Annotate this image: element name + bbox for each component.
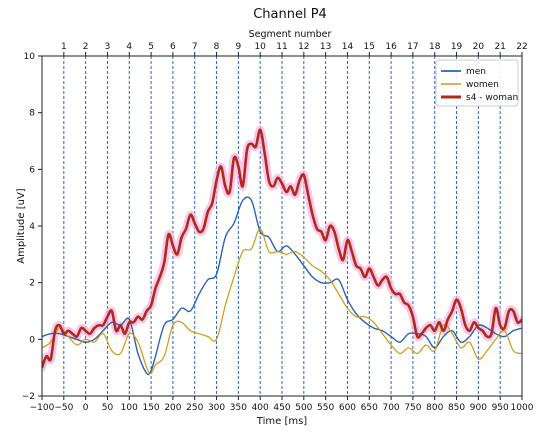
x-tick-label: 850 <box>448 403 465 413</box>
x-tick-label: 650 <box>361 403 378 413</box>
y-tick-label: 2 <box>29 279 35 289</box>
x-tick-label: 200 <box>164 403 181 413</box>
x-tick-label: 350 <box>230 403 247 413</box>
segment-number-label: 18 <box>429 42 441 52</box>
x-tick-label: 400 <box>252 403 269 413</box>
x-tick-label: 800 <box>426 403 443 413</box>
x-tick-label: 700 <box>382 403 399 413</box>
segment-number-label: 19 <box>451 42 463 52</box>
x-tick-label: 450 <box>273 403 290 413</box>
legend-label-men: men <box>466 67 486 77</box>
series-line-women <box>42 228 522 375</box>
segment-number-label: 4 <box>126 42 132 52</box>
x-axis-label: Time [ms] <box>256 416 308 427</box>
segment-number-label: 8 <box>214 42 220 52</box>
legend-label-s4: s4 - woman <box>466 93 518 103</box>
chart-title: Channel P4 <box>253 7 327 22</box>
x-axis: −100 −50 0 50 100 150 200 250 300 350 400 450 500 550… <box>30 396 534 413</box>
y-tick-label: 4 <box>29 222 35 232</box>
segment-number-label: 1 <box>61 42 67 52</box>
x-tick-label: 1000 <box>511 403 534 413</box>
x-tick-label: 300 <box>208 403 225 413</box>
segment-number-label: 11 <box>276 42 287 52</box>
y-tick-label: 0 <box>29 335 35 345</box>
x-tick-label: 500 <box>295 403 312 413</box>
top-axis: 1 2 3 4 5 6 7 8 9 10 11 12 13 14 15 16 17 18 19 20 21 22 <box>61 42 528 56</box>
segment-number-label: 16 <box>385 42 397 52</box>
segment-number-label: 9 <box>235 42 241 52</box>
y-tick-label: 8 <box>29 109 35 119</box>
x-tick-label: −100 <box>30 403 55 413</box>
segment-number-label: 7 <box>192 42 198 52</box>
x-tick-label: 950 <box>492 403 509 413</box>
legend-label-women: women <box>466 80 499 90</box>
segment-number-label: 3 <box>105 42 111 52</box>
y-tick-label: −2 <box>22 392 35 402</box>
x-tick-label: 550 <box>317 403 334 413</box>
y-tick-label: 6 <box>29 165 35 175</box>
y-tick-label: 10 <box>24 52 36 62</box>
x-tick-label: 750 <box>404 403 421 413</box>
segment-number-label: 2 <box>83 42 89 52</box>
x-tick-label: 0 <box>83 403 89 413</box>
segment-number-label: 12 <box>298 42 309 52</box>
legend: men women s4 - woman <box>435 59 519 107</box>
y-axis: −2 0 2 4 6 8 10 <box>22 52 42 402</box>
segment-number-label: 15 <box>364 42 375 52</box>
segment-lines <box>63 56 501 396</box>
x-tick-label: 100 <box>121 403 138 413</box>
x-tick-label: 50 <box>102 403 114 413</box>
series-line-s4 <box>42 128 522 369</box>
segment-number-label: 21 <box>494 42 505 52</box>
top-axis-label: Segment number <box>249 29 332 40</box>
x-tick-label: −50 <box>54 403 73 413</box>
x-tick-label: 600 <box>339 403 356 413</box>
y-axis-label: Amplitude [uV] <box>16 188 27 264</box>
segment-number-label: 6 <box>170 42 176 52</box>
segment-number-label: 5 <box>148 42 154 52</box>
segment-number-label: 10 <box>254 42 266 52</box>
x-tick-label: 900 <box>470 403 487 413</box>
segment-number-label: 13 <box>320 42 331 52</box>
segment-number-label: 14 <box>342 42 354 52</box>
series-layer <box>42 125 522 376</box>
x-tick-label: 250 <box>186 403 203 413</box>
segment-number-label: 22 <box>516 42 527 52</box>
segment-number-label: 17 <box>407 42 418 52</box>
segment-number-label: 20 <box>473 42 485 52</box>
x-tick-label: 150 <box>142 403 159 413</box>
